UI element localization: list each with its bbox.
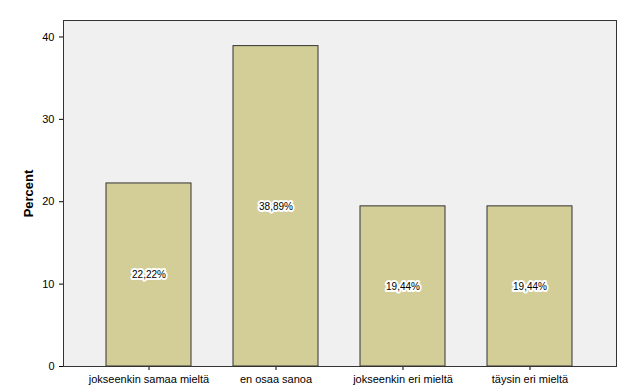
svg-text:19,44%: 19,44% <box>513 281 547 292</box>
svg-text:Percent: Percent <box>21 169 36 217</box>
svg-text:40: 40 <box>42 30 54 42</box>
svg-text:19,44%: 19,44% <box>386 281 420 292</box>
svg-text:en osaa sanoa: en osaa sanoa <box>240 373 313 385</box>
svg-text:20: 20 <box>42 195 54 207</box>
svg-text:30: 30 <box>42 113 54 125</box>
svg-text:38,89%: 38,89% <box>259 201 293 212</box>
svg-text:jokseenkin samaa mieltä: jokseenkin samaa mieltä <box>88 373 210 385</box>
svg-text:täysin eri mieltä: täysin eri mieltä <box>492 373 569 385</box>
svg-text:22,22%: 22,22% <box>132 269 166 280</box>
svg-text:jokseenkin eri mieltä: jokseenkin eri mieltä <box>352 373 454 385</box>
svg-text:0: 0 <box>48 360 54 372</box>
svg-text:10: 10 <box>42 278 54 290</box>
